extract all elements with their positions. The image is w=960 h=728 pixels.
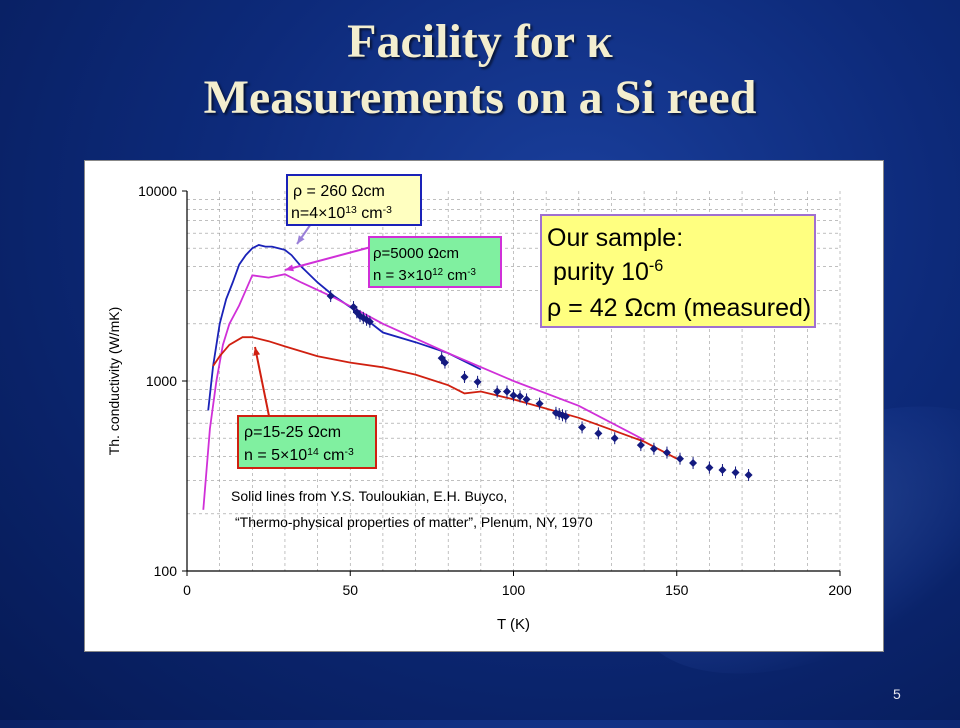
data-point <box>561 412 570 421</box>
page-number: 5 <box>893 686 901 702</box>
blue-annotation-arrow-head <box>297 235 305 244</box>
y-tick-label: 10000 <box>138 183 177 199</box>
red-rho-label: ρ=15-25 Ωcm <box>244 424 341 441</box>
source-note-line1: Solid lines from Y.S. Touloukian, E.H. B… <box>231 488 507 504</box>
data-point <box>535 399 544 408</box>
red-annotation-box <box>237 415 377 469</box>
red-annotation-arrow-head <box>253 347 261 356</box>
data-point <box>522 395 531 404</box>
x-tick-label: 0 <box>183 582 191 598</box>
data-point <box>349 303 358 312</box>
blue-rho-label: ρ = 260 Ωcm <box>293 183 385 200</box>
sample-annotation-box <box>540 214 816 328</box>
magenta-annotation-arrow <box>284 246 372 271</box>
magenta-density-label: n = 3×1012 cm-3 <box>373 267 476 285</box>
x-axis-label: T (K) <box>497 616 530 633</box>
blue-annotation-box <box>286 174 422 226</box>
data-point <box>662 448 671 457</box>
data-point <box>744 471 753 480</box>
blue-density-label: n=4×1013 cm-3 <box>291 205 392 223</box>
data-point <box>352 308 361 317</box>
data-point <box>473 377 482 386</box>
data-point <box>689 459 698 468</box>
magenta-annotation-arrow-head <box>285 264 294 272</box>
x-tick-label: 150 <box>665 582 689 598</box>
y-tick-label: 100 <box>154 563 178 579</box>
annotation-layer: ρ = 260 Ωcm n=4×1013 cm-3 ρ=5000 Ωcm n = 3×… <box>231 174 816 530</box>
x-tick-label: 100 <box>502 582 526 598</box>
chart-panel: 0 50 100 150 200 100 1000 10000 T (K) Th. conduct… <box>84 160 884 652</box>
data-point <box>440 358 449 367</box>
sample-resistivity-label: ρ = 42 Ωcm (measured) <box>547 294 811 322</box>
data-point <box>365 317 374 326</box>
y-tick-label: 1000 <box>146 373 177 389</box>
data-point <box>705 463 714 472</box>
y-axis-label: Th. conductivity (W/mK) <box>106 307 122 456</box>
data-point <box>610 434 619 443</box>
slide-title-line1: Facility for κ <box>347 15 613 68</box>
sample-title-label: Our sample: <box>547 224 683 252</box>
red-series-line <box>212 336 678 460</box>
sample-purity-label: purity 10-6 <box>553 257 663 286</box>
red-density-label: n = 5×1014 cm-3 <box>244 447 354 465</box>
slide-title: Facility for κ Measurements on a Si reed <box>0 14 960 126</box>
source-note-line2: “Thermo-physical properties of matter”, … <box>235 514 593 530</box>
slide-title-line2: Measurements on a Si reed <box>203 71 757 124</box>
data-point <box>516 392 525 401</box>
data-point <box>493 387 502 396</box>
data-point <box>649 444 658 453</box>
magenta-annotation-box <box>368 236 502 288</box>
data-point <box>731 468 740 477</box>
data-point <box>460 372 469 381</box>
data-point <box>676 454 685 463</box>
magenta-series-line <box>202 273 645 510</box>
red-annotation-arrow <box>254 346 270 417</box>
data-points-layer <box>326 290 753 482</box>
data-point <box>594 429 603 438</box>
data-point <box>578 423 587 432</box>
data-point <box>636 441 645 450</box>
axis-layer: 0 50 100 150 200 100 1000 10000 T (K) Th. conduct… <box>106 183 852 633</box>
x-tick-label: 200 <box>828 582 852 598</box>
data-point <box>502 387 511 396</box>
x-tick-label: 50 <box>342 582 358 598</box>
data-point <box>718 466 727 475</box>
conductivity-chart: 0 50 100 150 200 100 1000 10000 T (K) Th. conduct… <box>106 174 852 633</box>
magenta-rho-label: ρ=5000 Ωcm <box>373 245 459 262</box>
data-point <box>326 292 335 301</box>
data-point <box>509 391 518 400</box>
